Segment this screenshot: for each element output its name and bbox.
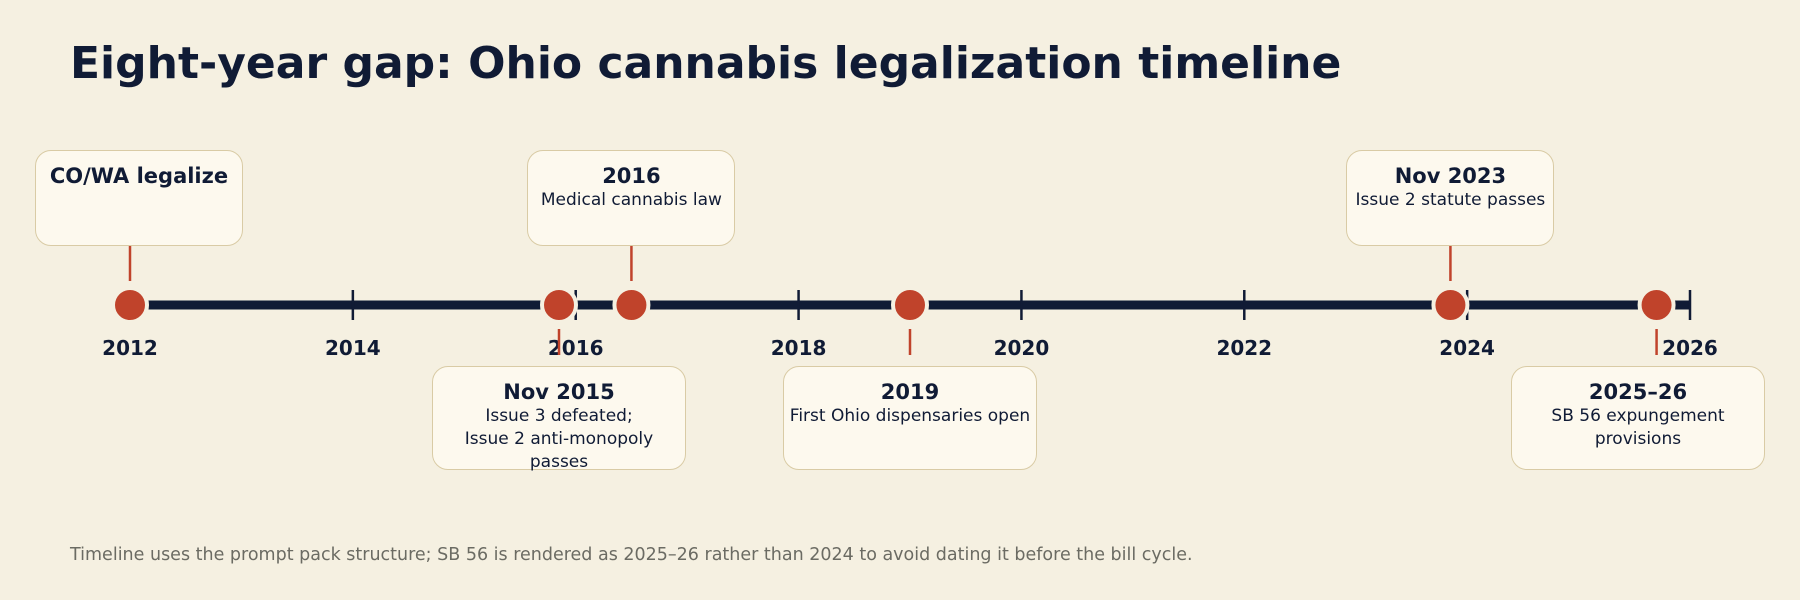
tick-label: 2016 — [548, 336, 604, 360]
event-date: Nov 2015 — [503, 380, 615, 404]
event-marker — [612, 286, 651, 324]
event-date: 2019 — [880, 380, 940, 404]
event-description: SB 56 expungement provisions — [1551, 406, 1725, 449]
event-description: CO/WA legalize — [49, 164, 229, 188]
event-marker — [540, 286, 578, 324]
footnote: Timeline uses the prompt pack structure;… — [70, 545, 1193, 565]
event-card: Nov 2023 Issue 2 statute passes — [1346, 150, 1555, 246]
event-marker — [891, 286, 929, 324]
event-description: First Ohio dispensaries open — [789, 406, 1031, 426]
event-marker — [1637, 286, 1676, 324]
event-description: Issue 2 statute passes — [1355, 190, 1546, 210]
event-marker — [1431, 286, 1470, 324]
tick-label: 2026 — [1662, 336, 1718, 360]
tick-label: 2020 — [994, 336, 1050, 360]
tick-label: 2012 — [102, 336, 158, 360]
event-card: 2025–26 SB 56 expungement provisions — [1511, 366, 1765, 470]
tick-label: 2024 — [1439, 336, 1495, 360]
event-marker — [111, 286, 149, 324]
tick-label: 2014 — [325, 336, 381, 360]
event-date: 2025–26 — [1588, 380, 1688, 404]
event-date: 2016 — [602, 164, 661, 188]
event-card: CO/WA legalize — [35, 150, 243, 246]
event-card: 2019 First Ohio dispensaries open — [783, 366, 1037, 470]
event-date: Nov 2023 — [1394, 164, 1507, 188]
tick-label: 2018 — [771, 336, 827, 360]
tick-label: 2022 — [1216, 336, 1272, 360]
event-card: 2016 Medical cannabis law — [527, 150, 736, 246]
event-description: Medical cannabis law — [540, 190, 722, 210]
event-description: Issue 3 defeated; Issue 2 anti-monopoly … — [464, 406, 654, 472]
event-card: Nov 2015 Issue 3 defeated; Issue 2 anti-m… — [432, 366, 686, 472]
page-title: Eight-year gap: Ohio cannabis legalizati… — [70, 38, 1342, 89]
